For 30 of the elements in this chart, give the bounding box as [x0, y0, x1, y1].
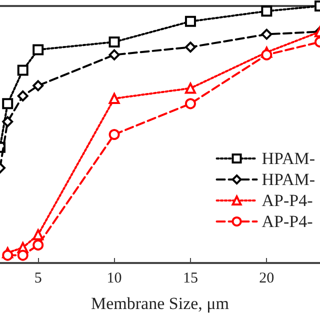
- x-axis-title: Membrane Size, μm: [91, 294, 229, 313]
- x-tick-label: 10: [106, 270, 122, 286]
- point: [108, 49, 120, 60]
- point: [32, 229, 44, 240]
- x-tick-label: 5: [34, 270, 42, 286]
- point: [32, 80, 44, 92]
- point: [2, 116, 14, 128]
- point: [2, 98, 14, 110]
- point: [261, 6, 272, 17]
- point: [17, 90, 28, 102]
- point: [32, 240, 44, 251]
- point: [2, 250, 14, 261]
- x-tick-label: 15: [182, 270, 198, 286]
- point: [184, 42, 196, 53]
- point: [261, 49, 272, 60]
- point: [17, 250, 28, 261]
- point: [184, 16, 196, 27]
- point: [184, 98, 196, 110]
- point: [184, 82, 196, 94]
- point: [32, 44, 44, 56]
- legend-label: HPAM-: [262, 149, 316, 168]
- point: [108, 93, 120, 104]
- point: [261, 28, 272, 40]
- legend-label: AP-P4-: [262, 191, 314, 210]
- point: [108, 36, 120, 48]
- legend-label: AP-P4-: [262, 212, 314, 231]
- x-tick-label: 20: [259, 270, 274, 286]
- point: [108, 129, 120, 140]
- point: [17, 64, 28, 76]
- legend-label: HPAM-: [262, 170, 316, 189]
